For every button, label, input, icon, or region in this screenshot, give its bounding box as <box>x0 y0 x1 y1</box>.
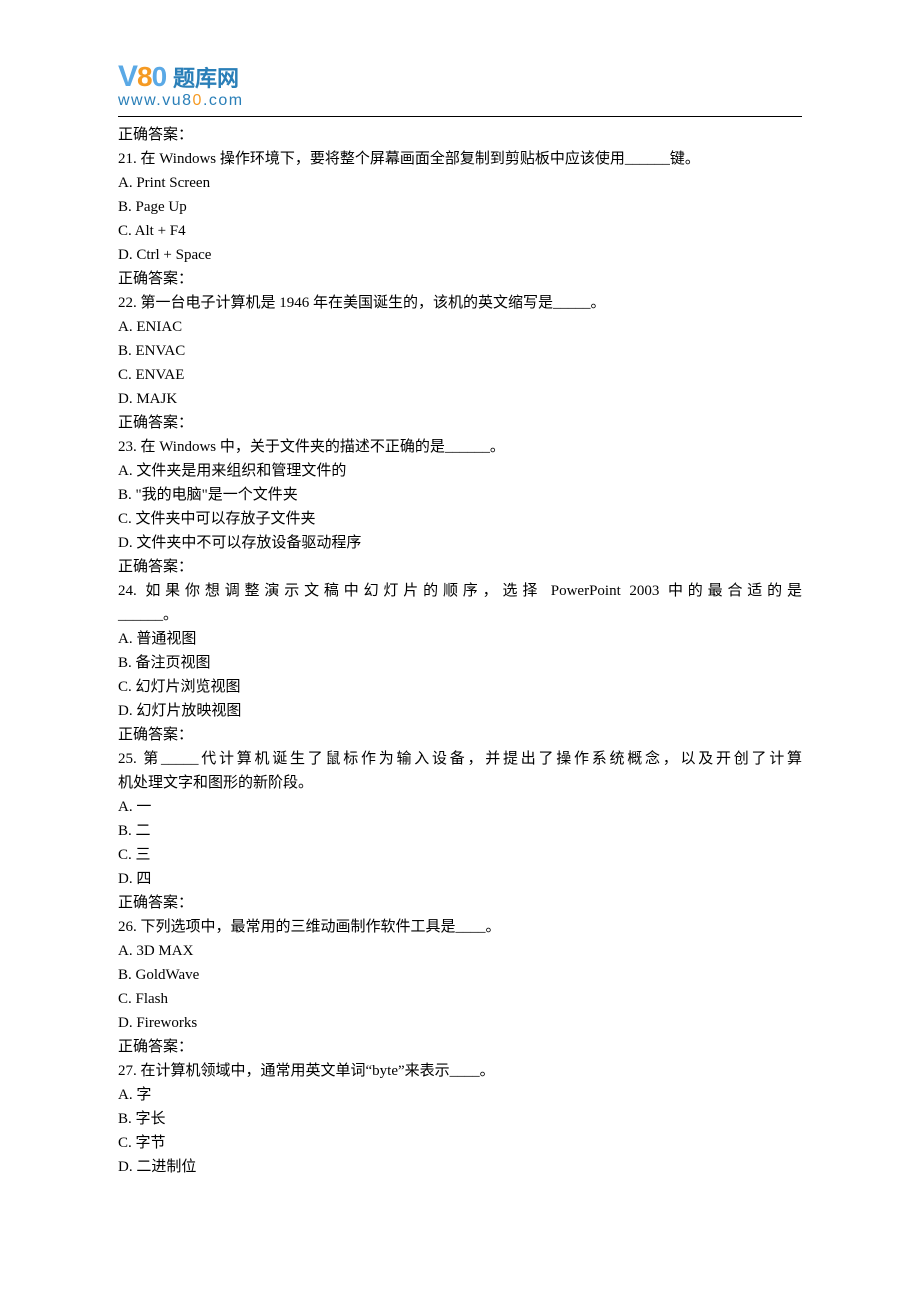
question-option: B. 字长 <box>118 1107 802 1131</box>
answer-label: 正确答案： <box>118 723 802 747</box>
answer-label: 正确答案： <box>118 555 802 579</box>
question-option: D. MAJK <box>118 387 802 411</box>
question-option: A. 文件夹是用来组织和管理文件的 <box>118 459 802 483</box>
question-stem: 22. 第一台电子计算机是 1946 年在美国诞生的，该机的英文缩写是_____… <box>118 291 802 315</box>
question-option: A. Print Screen <box>118 171 802 195</box>
question-stem: 26. 下列选项中，最常用的三维动画制作软件工具是____。 <box>118 915 802 939</box>
question-stem: 25. 第_____代计算机诞生了鼠标作为输入设备，并提出了操作系统概念，以及开… <box>118 747 802 771</box>
question-stem: ______。 <box>118 603 802 627</box>
question-option: A. 一 <box>118 795 802 819</box>
logo-digit-8: 8 <box>137 61 152 92</box>
question-stem: 23. 在 Windows 中，关于文件夹的描述不正确的是______。 <box>118 435 802 459</box>
question-stem: 21. 在 Windows 操作环境下，要将整个屏幕画面全部复制到剪贴板中应该使… <box>118 147 802 171</box>
question-option: D. Fireworks <box>118 1011 802 1035</box>
question-option: C. Flash <box>118 987 802 1011</box>
site-logo: V80 题库网 www.vu80.com <box>118 60 802 110</box>
question-stem: 24. 如果你想调整演示文稿中幻灯片的顺序，选择 PowerPoint 2003… <box>118 579 802 603</box>
logo-url-prefix: www.vu8 <box>118 92 193 109</box>
question-option: D. 二进制位 <box>118 1155 802 1179</box>
question-option: B. 二 <box>118 819 802 843</box>
question-option: A. 普通视图 <box>118 627 802 651</box>
answer-label: 正确答案： <box>118 123 802 147</box>
question-option: C. ENVAE <box>118 363 802 387</box>
question-option: C. 文件夹中可以存放子文件夹 <box>118 507 802 531</box>
answer-label: 正确答案： <box>118 1035 802 1059</box>
header-divider <box>118 116 802 117</box>
answer-label: 正确答案： <box>118 267 802 291</box>
question-option: A. ENIAC <box>118 315 802 339</box>
question-option: C. 字节 <box>118 1131 802 1155</box>
logo-chinese-text: 题库网 <box>173 66 239 91</box>
question-option: D. 四 <box>118 867 802 891</box>
question-option: C. 幻灯片浏览视图 <box>118 675 802 699</box>
document-page: V80 题库网 www.vu80.com 正确答案： 21. 在 Windows… <box>0 0 920 1219</box>
question-option: B. GoldWave <box>118 963 802 987</box>
question-option: B. Page Up <box>118 195 802 219</box>
question-option: A. 3D MAX <box>118 939 802 963</box>
logo-url: www.vu80.com <box>118 92 802 110</box>
question-stem: 27. 在计算机领域中，通常用英文单词“byte”来表示____。 <box>118 1059 802 1083</box>
logo-top-row: V80 题库网 <box>118 60 802 94</box>
questions-container: 21. 在 Windows 操作环境下，要将整个屏幕画面全部复制到剪贴板中应该使… <box>118 147 802 1179</box>
question-option: B. "我的电脑"是一个文件夹 <box>118 483 802 507</box>
answer-label: 正确答案： <box>118 891 802 915</box>
question-option: C. Alt + F4 <box>118 219 802 243</box>
question-stem: 机处理文字和图形的新阶段。 <box>118 771 802 795</box>
question-option: A. 字 <box>118 1083 802 1107</box>
logo-digit-0: 0 <box>152 61 167 92</box>
question-option: B. 备注页视图 <box>118 651 802 675</box>
question-option: B. ENVAC <box>118 339 802 363</box>
logo-url-digit: 0 <box>193 92 203 109</box>
question-option: D. Ctrl + Space <box>118 243 802 267</box>
question-option: D. 幻灯片放映视图 <box>118 699 802 723</box>
logo-bunny-icon: V <box>118 60 137 93</box>
answer-label: 正确答案： <box>118 411 802 435</box>
logo-url-suffix: .com <box>203 92 244 109</box>
question-option: D. 文件夹中不可以存放设备驱动程序 <box>118 531 802 555</box>
question-option: C. 三 <box>118 843 802 867</box>
